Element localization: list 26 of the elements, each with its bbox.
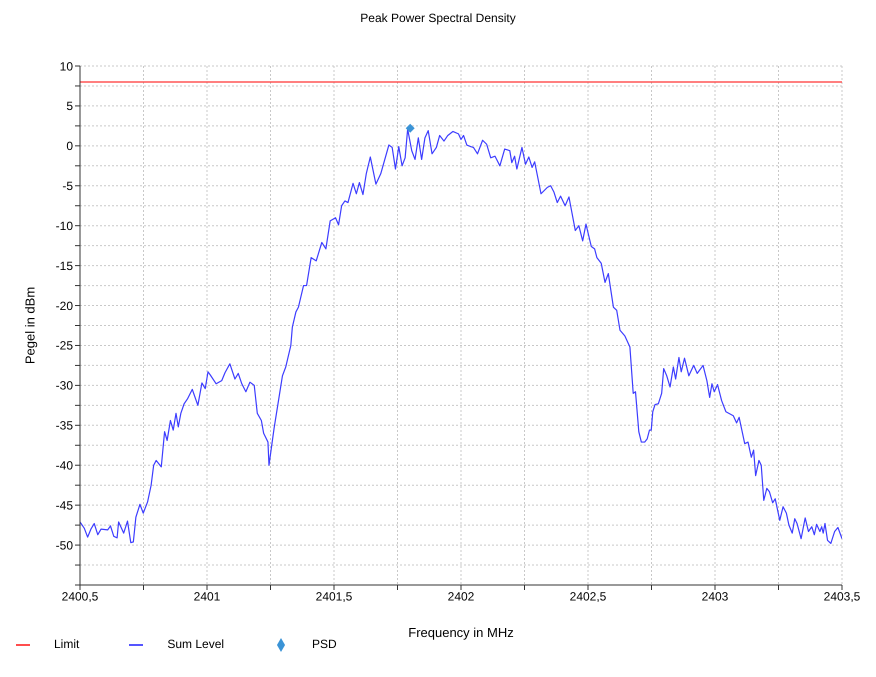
x-tick-label: 2401 xyxy=(194,590,221,604)
y-tick-label: -40 xyxy=(56,458,74,472)
legend-label: Limit xyxy=(54,637,80,651)
y-tick-label: -20 xyxy=(56,298,74,313)
y-tick-label: -45 xyxy=(56,498,74,512)
x-tick-label: 2403,5 xyxy=(824,590,861,604)
x-axis-title: Frequency in MHz xyxy=(408,625,514,640)
y-tick-label: 0 xyxy=(66,139,74,154)
y-tick-label: -10 xyxy=(56,218,74,233)
y-tick-label: -25 xyxy=(56,338,74,353)
legend-label: Sum Level xyxy=(167,637,224,651)
y-tick-label: 5 xyxy=(66,99,74,114)
chart-title: Peak Power Spectral Density xyxy=(359,11,517,25)
x-tick-label: 2403 xyxy=(702,590,729,604)
y-tick-label: -5 xyxy=(62,179,74,194)
y-axis-title: Pegel in dBm xyxy=(22,286,38,364)
x-tick-label: 2401,5 xyxy=(316,590,353,604)
y-tick-label: 10 xyxy=(60,59,74,74)
y-tick-label: -30 xyxy=(56,378,74,393)
legend-label: PSD xyxy=(312,637,337,651)
x-tick-label: 2402,5 xyxy=(570,590,607,604)
y-tick-label: -50 xyxy=(56,538,74,552)
y-tick-label: -15 xyxy=(56,258,74,273)
x-tick-label: 2400,5 xyxy=(62,590,99,604)
y-tick-label: -35 xyxy=(56,418,74,433)
x-tick-label: 2402 xyxy=(448,590,475,604)
